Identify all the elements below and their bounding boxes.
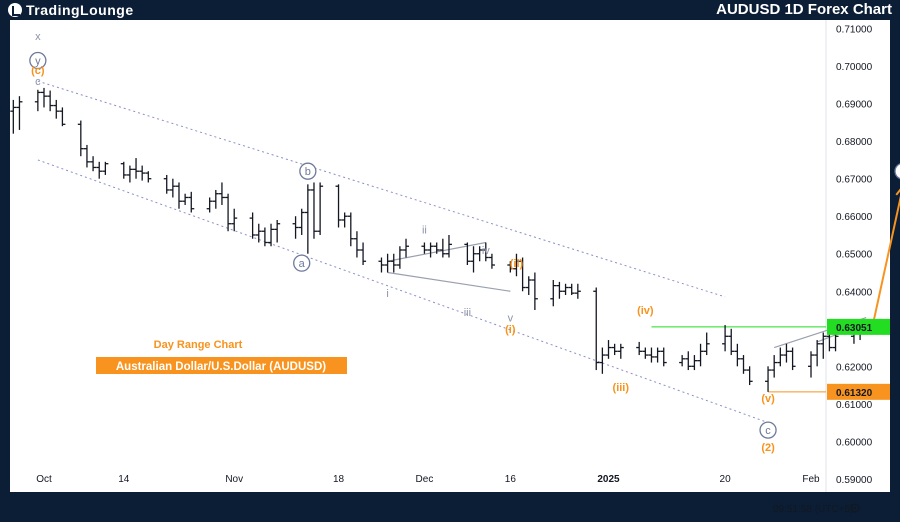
wave-label-circle: [759, 421, 777, 439]
price-badge-label: 0.63051: [836, 323, 873, 334]
y-tick-label: 0.60000: [836, 437, 873, 448]
wave-label: (iii): [613, 382, 630, 394]
y-tick-label: 0.61000: [836, 400, 873, 411]
x-tick-label: Nov: [225, 474, 243, 485]
wave-label: y: [35, 56, 41, 68]
header-bar: TradingLounge AUDUSD 1D Forex Chart: [0, 0, 900, 20]
timestamp: 09:51:58 (UTC+5): [773, 504, 853, 515]
wave-label-circle: [293, 254, 311, 272]
x-tick-label: Dec: [416, 474, 434, 485]
wave-label-circle: [29, 51, 47, 70]
y-tick-label: 0.68000: [836, 137, 873, 148]
y-tick-label: 0.69000: [836, 100, 873, 111]
plot-background: [10, 20, 890, 492]
instrument-box-label: Australian Dollar/U.S.Dollar (AUDUSD): [116, 361, 326, 373]
wave-label: iii: [464, 307, 471, 319]
y-tick-label: 0.65000: [836, 250, 873, 261]
brand-logo: TradingLounge: [8, 1, 134, 19]
wave-label: b: [305, 166, 311, 178]
wave-label: (c): [31, 65, 45, 77]
wave-label: c: [35, 76, 41, 88]
channel-line: [37, 80, 726, 298]
brand-name: TradingLounge: [26, 2, 134, 18]
price-badge: [827, 318, 890, 335]
wave-label-circle: [299, 162, 317, 180]
wave-label: (iv): [637, 305, 654, 317]
x-tick-label: 14: [118, 474, 130, 485]
x-tick-label: 20: [720, 474, 732, 485]
y-tick-label: 0.66000: [836, 212, 873, 223]
y-tick-label: 0.64000: [836, 287, 873, 298]
wave-label: (i): [505, 324, 516, 336]
settings-gear-center: [853, 506, 857, 510]
y-tick-label: 0.59000: [836, 475, 873, 486]
wave-label: ii: [422, 224, 427, 236]
wave-label: iv: [482, 245, 490, 257]
wave-label: i: [386, 288, 388, 300]
wedge-line: [387, 271, 511, 292]
x-tick-label: 2025: [597, 474, 620, 485]
wave-label: (ii): [510, 258, 524, 270]
x-tick-label: Oct: [36, 474, 52, 485]
wave-label: (2): [761, 442, 775, 454]
wave-label-circle: [894, 163, 900, 180]
brand-logo-icon: [8, 3, 22, 17]
y-tick-label: 0.67000: [836, 175, 873, 186]
wave-label: a: [299, 258, 306, 270]
chart-title: AUDUSD 1D Forex Chart: [716, 1, 892, 18]
instrument-box: [96, 357, 347, 374]
wave-label: (v): [761, 393, 775, 405]
x-tick-label: 16: [505, 474, 517, 485]
channel-line: [37, 159, 769, 424]
projection-arrow-head: [895, 188, 900, 196]
wave-label: c: [765, 425, 771, 437]
y-tick-label: 0.62000: [836, 362, 873, 373]
wave-label: v: [508, 313, 514, 325]
y-tick-label: 0.70000: [836, 62, 873, 73]
range-label: Day Range Chart: [154, 339, 243, 351]
price-badge-label: 0.61320: [836, 388, 873, 399]
settings-gear-icon[interactable]: [850, 503, 860, 513]
x-tick-label: Feb: [802, 474, 820, 485]
price-badge: [827, 383, 890, 400]
projection-arrow-line: [871, 195, 900, 328]
x-tick-label: 18: [333, 474, 345, 485]
y-tick-label: 0.71000: [836, 25, 873, 36]
wave-label: x: [35, 31, 41, 43]
